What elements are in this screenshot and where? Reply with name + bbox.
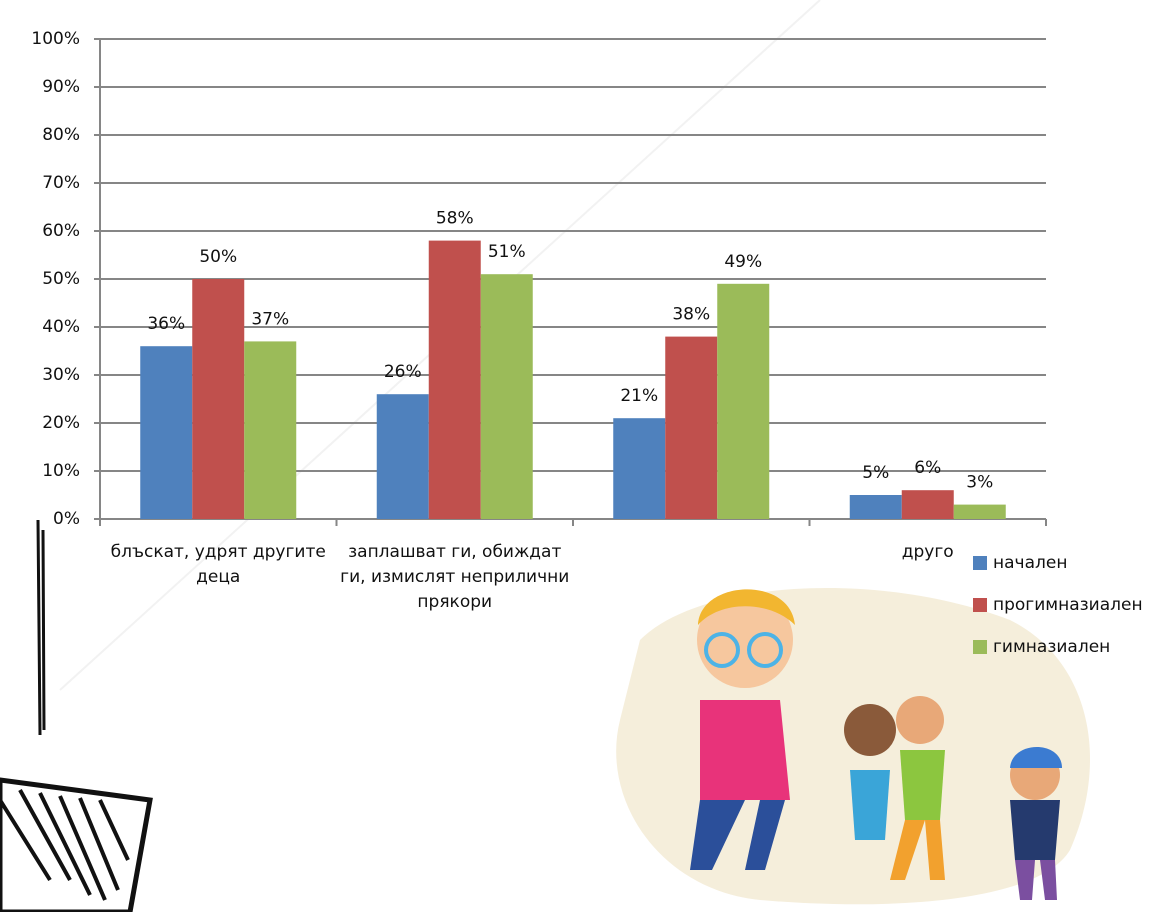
- data-label: 21%: [620, 386, 658, 406]
- y-tick-label: 70%: [42, 173, 80, 193]
- data-label: 36%: [147, 314, 185, 334]
- x-tick-label: заплашват ги, обиждат ги, измислят непри…: [340, 542, 570, 612]
- y-tick-label: 80%: [42, 125, 80, 145]
- y-tick-label: 20%: [42, 413, 80, 433]
- legend-swatch: [973, 598, 987, 612]
- x-tick-label: друго: [901, 542, 954, 562]
- legend-label: прогимназиален: [993, 595, 1143, 615]
- data-label: 3%: [966, 473, 993, 493]
- bar: [665, 336, 718, 519]
- bar: [376, 394, 429, 519]
- y-tick-label: 90%: [42, 77, 80, 97]
- data-label: 6%: [914, 458, 941, 478]
- y-tick-label: 100%: [31, 29, 80, 49]
- bar: [480, 274, 533, 519]
- data-label: 38%: [672, 305, 710, 325]
- y-tick-label: 40%: [42, 317, 80, 337]
- data-label: 50%: [199, 247, 237, 267]
- y-tick-label: 50%: [42, 269, 80, 289]
- bar: [717, 283, 770, 519]
- data-label: 49%: [724, 252, 762, 272]
- y-tick-label: 30%: [42, 365, 80, 385]
- legend-swatch: [973, 640, 987, 654]
- decoration: [0, 0, 1090, 912]
- bar: [953, 504, 1006, 519]
- y-tick-label: 0%: [53, 509, 80, 529]
- data-label: 5%: [862, 463, 889, 483]
- data-label: 51%: [488, 242, 526, 262]
- legend-label: гимназиален: [993, 637, 1110, 657]
- data-label: 26%: [384, 362, 422, 382]
- bar: [428, 240, 481, 519]
- x-tick-label: блъскат, удрят другите деца: [110, 542, 326, 587]
- data-label: 58%: [436, 209, 474, 229]
- legend-swatch: [973, 556, 987, 570]
- y-tick-label: 10%: [42, 461, 80, 481]
- data-label: 37%: [251, 309, 289, 329]
- bar: [140, 346, 193, 519]
- bar: [244, 341, 297, 519]
- bar: [901, 490, 954, 519]
- bar: [849, 495, 902, 519]
- illustration: [690, 589, 1062, 900]
- legend-label: начален: [993, 553, 1067, 573]
- y-tick-label: 60%: [42, 221, 80, 241]
- bar: [192, 279, 245, 519]
- bar: [613, 418, 666, 519]
